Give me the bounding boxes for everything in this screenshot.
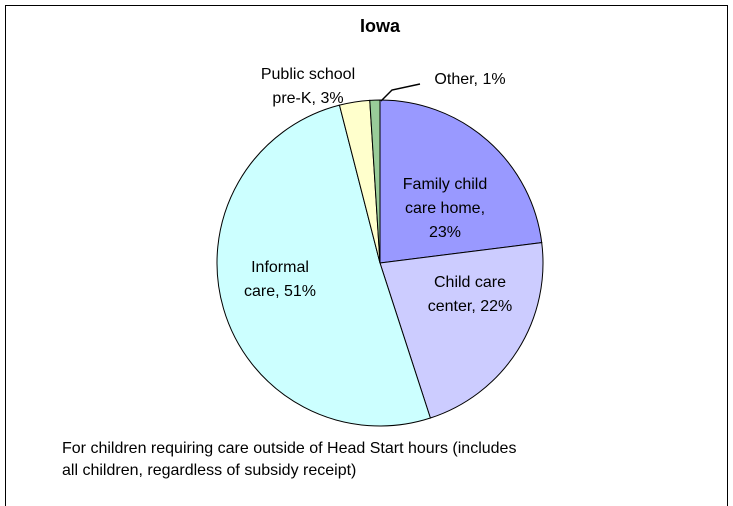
slice-label: Child care bbox=[434, 274, 506, 291]
pie-slice bbox=[369, 99, 381, 264]
leader-line bbox=[380, 83, 421, 102]
slice-label: Family child bbox=[403, 176, 487, 193]
slice-label: center, 22% bbox=[428, 298, 513, 315]
frame bbox=[5, 5, 728, 506]
slice-label: Public school bbox=[261, 66, 355, 83]
pie-slice bbox=[216, 104, 432, 427]
slice-label: Informal bbox=[251, 259, 309, 276]
chart-title: Iowa bbox=[360, 16, 401, 36]
pie-slice bbox=[379, 99, 543, 264]
slice-label: Other, 1% bbox=[434, 71, 505, 88]
slice-label: 23% bbox=[429, 224, 461, 241]
slice-label: care home, bbox=[405, 200, 485, 217]
slice-label: care, 51% bbox=[244, 283, 316, 300]
slice-label: pre-K, 3% bbox=[272, 90, 343, 107]
pie-slice bbox=[379, 242, 544, 419]
footnote: all children, regardless of subsidy rece… bbox=[62, 462, 356, 479]
footnote: For children requiring care outside of H… bbox=[62, 440, 516, 457]
